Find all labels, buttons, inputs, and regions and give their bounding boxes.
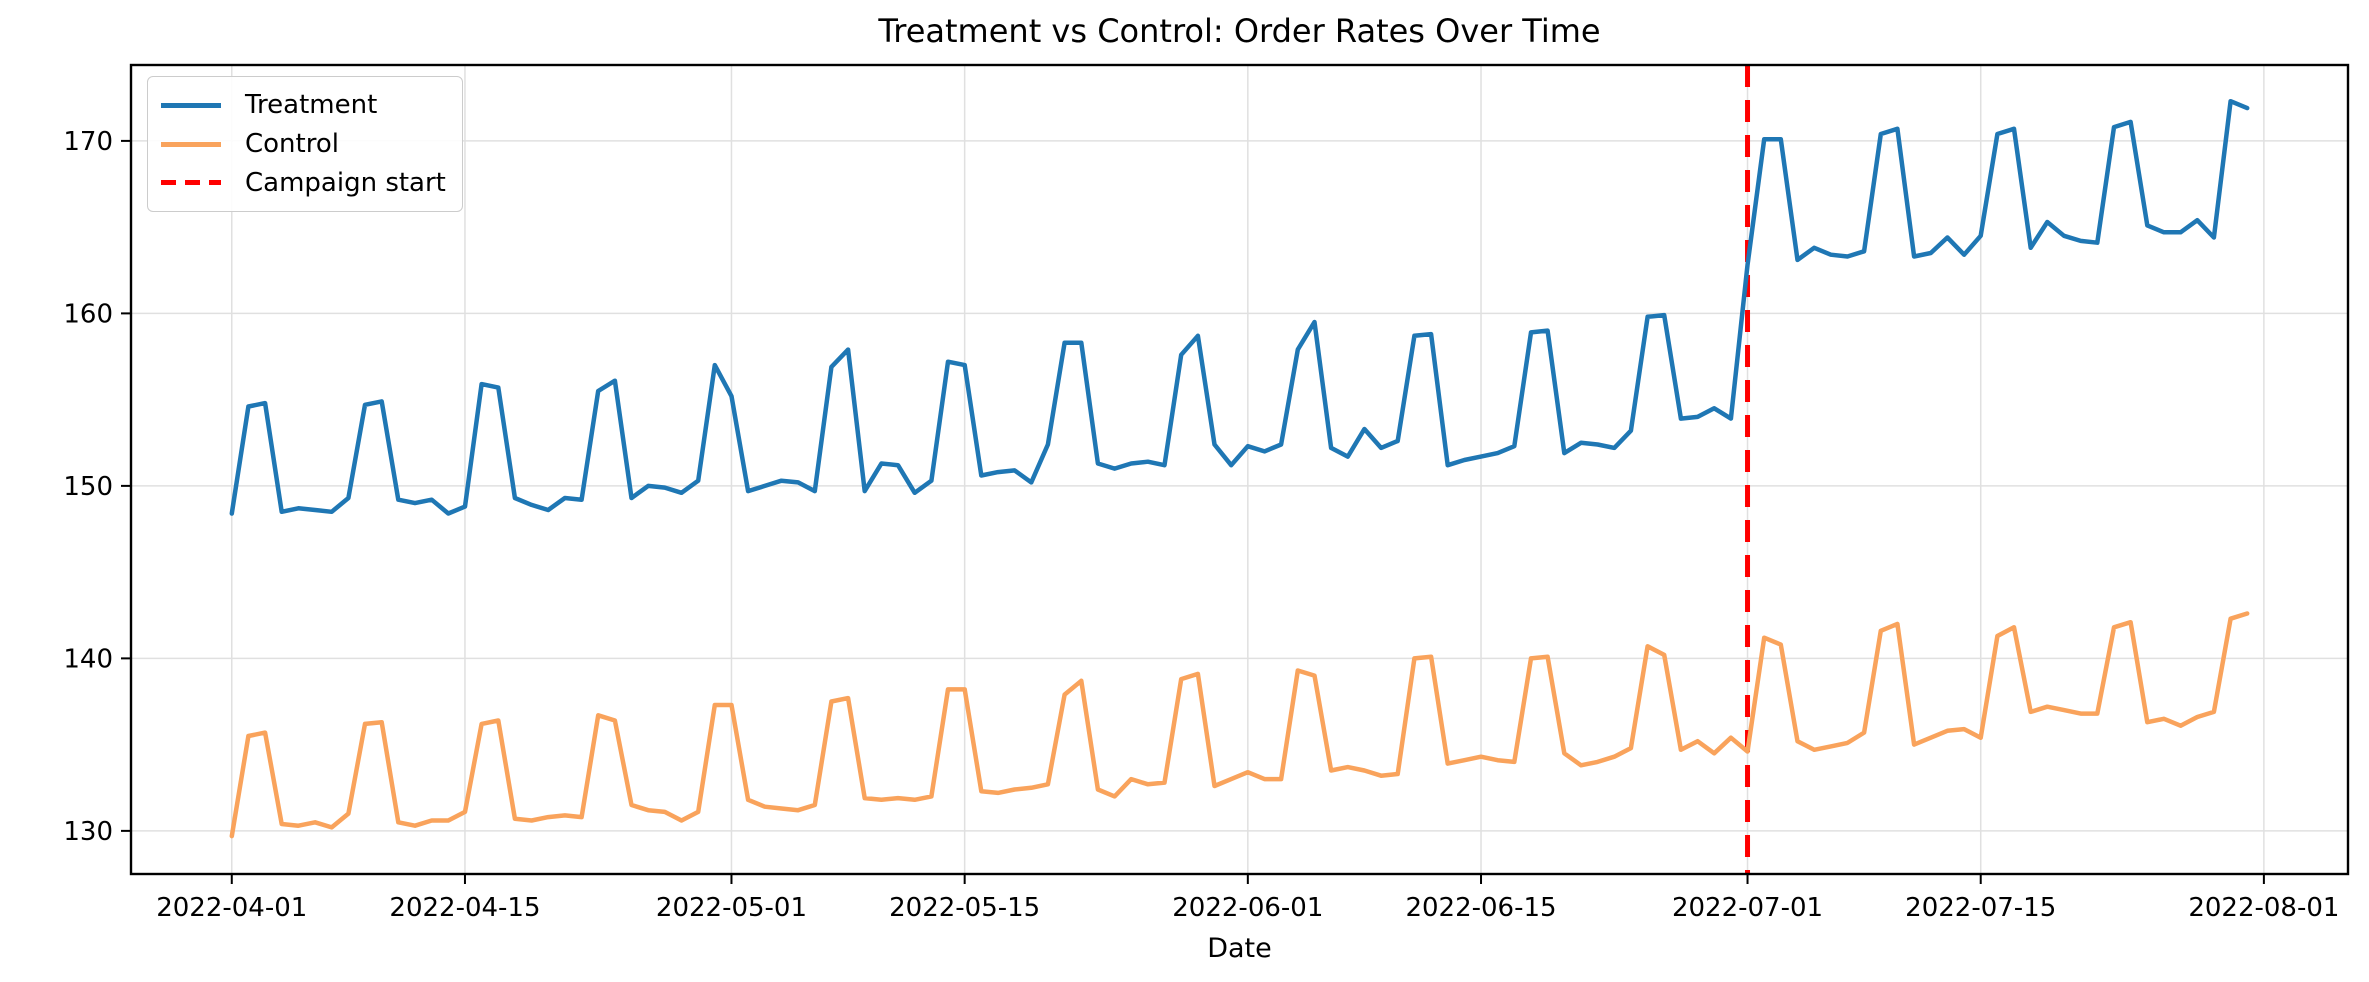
- x-tick-label: 2022-05-01: [656, 893, 807, 923]
- legend: Treatment Control Campaign start: [147, 76, 463, 212]
- plot-border: [129, 63, 2350, 876]
- x-tick-label: 2022-07-15: [1905, 893, 2056, 923]
- x-tick-label: 2022-06-15: [1405, 893, 1556, 923]
- y-tick-label: 150: [63, 472, 113, 502]
- x-axis-label: Date: [1207, 933, 1272, 964]
- x-tick-label: 2022-04-15: [389, 893, 540, 923]
- y-tick-label: 170: [63, 127, 113, 157]
- campaign-start-line-sample: [161, 180, 221, 186]
- x-tick-label: 2022-07-01: [1672, 893, 1823, 923]
- legend-item-treatment: Treatment: [161, 86, 449, 125]
- control-line: [229, 611, 2250, 839]
- legend-item-control: Control: [161, 125, 449, 164]
- treatment-line-sample: [161, 102, 221, 108]
- legend-label-control: Control: [245, 129, 339, 159]
- y-tick-label: 130: [63, 817, 113, 847]
- legend-item-campaign-start: Campaign start: [161, 163, 449, 202]
- x-tick-label: 2022-04-01: [156, 893, 307, 923]
- treatment-line: [229, 98, 2250, 516]
- x-tick-label: 2022-05-15: [889, 893, 1040, 923]
- x-tick-label: 2022-06-01: [1172, 893, 1323, 923]
- legend-label-treatment: Treatment: [245, 90, 378, 121]
- y-tick-label: 140: [63, 644, 113, 674]
- y-tick-label: 160: [63, 299, 113, 329]
- x-tick-label: 2022-08-01: [2188, 893, 2339, 923]
- chart-title: Treatment vs Control: Order Rates Over T…: [878, 12, 1601, 50]
- legend-label-campaign-start: Campaign start: [245, 167, 446, 198]
- control-line-sample: [161, 141, 221, 147]
